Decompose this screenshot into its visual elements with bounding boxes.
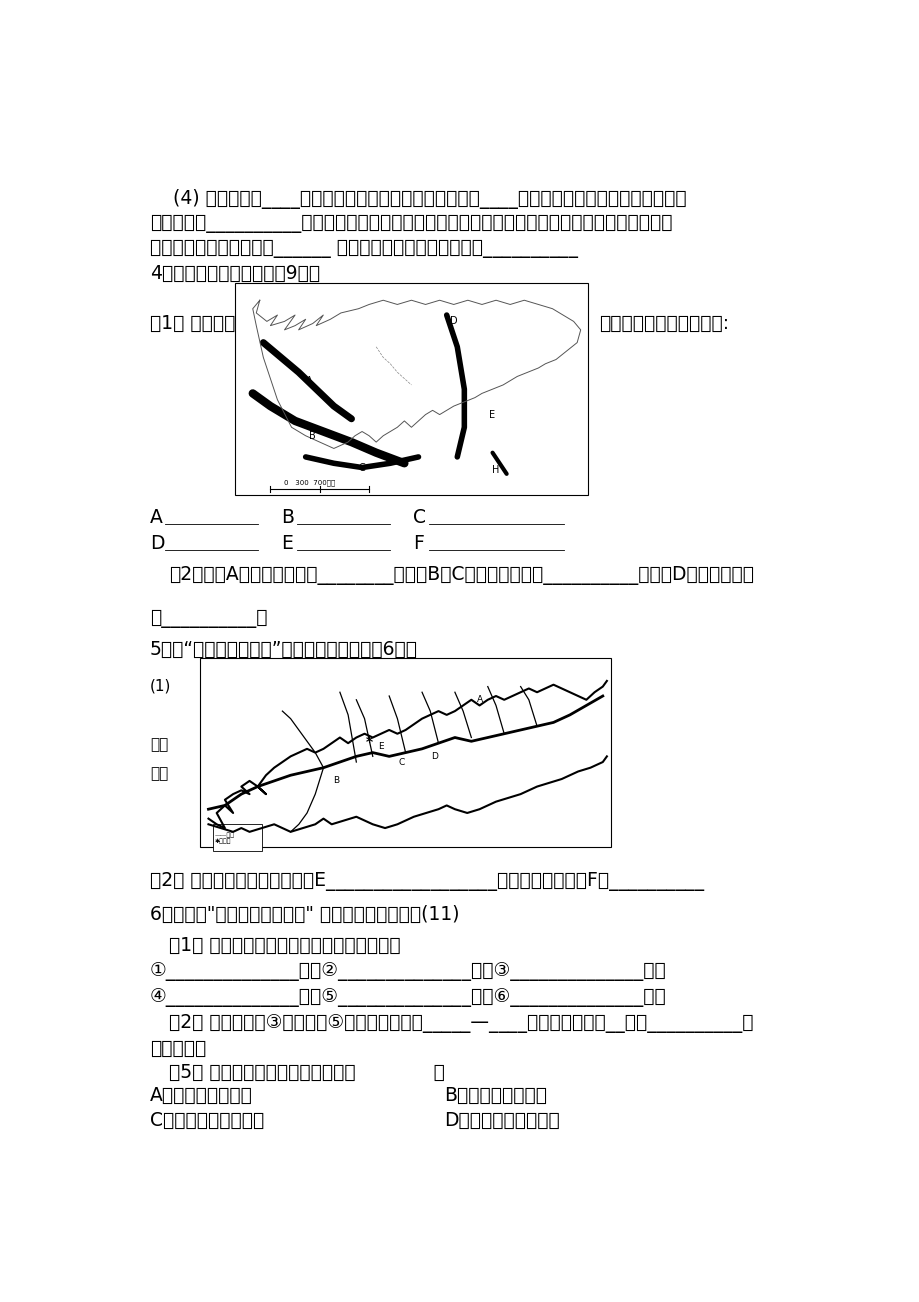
Text: B: B <box>281 508 294 527</box>
Text: （5） 下列水果盛产于亚热带的是［             ］: （5） 下列水果盛产于亚热带的是［ ］ <box>169 1062 445 1082</box>
Bar <box>200 659 610 846</box>
Text: 湖泊: 湖泊 <box>150 766 168 781</box>
Text: B: B <box>309 431 316 441</box>
Text: (4) 黄河上游的____资源丰富，黄河中游流经土质疏松的____高原。这里的植被长期遭到破坏，: (4) 黄河上游的____资源丰富，黄河中游流经土质疏松的____高原。这里的植… <box>173 189 686 208</box>
Text: D: D <box>150 534 165 553</box>
Text: 使黄河成为世界上含沙量______ 的河流，下游成为世界著名的__________: 使黄河成为世界上含沙量______ 的河流，下游成为世界著名的_________… <box>150 240 577 258</box>
Text: C: C <box>413 508 425 527</box>
Text: D．龙眼、苹果、香蕉: D．龙眼、苹果、香蕉 <box>444 1111 560 1130</box>
Text: ④______________区，⑤______________带，⑥______________带。: ④______________区，⑤______________带，⑥_____… <box>150 988 666 1006</box>
Text: 黄河中游的__________严峻，地面失去爱护，一遇暴雨，大量泥沙沿着大大小小的支流汇入黄河，: 黄河中游的__________严峻，地面失去爱护，一遇暴雨，大量泥沙沿着大大小小… <box>150 214 672 233</box>
Text: ①______________带，②______________带，③______________带，: ①______________带，②______________带，③_____… <box>150 962 666 980</box>
Text: *: * <box>365 734 372 749</box>
Text: （2） 图中温度带③和温度带⑤的分界线大体是_____—____，基本上和我国__月的__________等: （2） 图中温度带③和温度带⑤的分界线大体是_____—____，基本上和我国_… <box>169 1014 753 1032</box>
Text: (1): (1) <box>150 678 171 693</box>
Text: 4、读下图完成以下问题（9分）: 4、读下图完成以下问题（9分） <box>150 264 320 283</box>
Bar <box>212 824 262 850</box>
Text: 是__________。: 是__________。 <box>150 609 267 628</box>
Text: C: C <box>358 462 365 473</box>
Text: A: A <box>150 508 163 527</box>
Text: 6、下图是"我国温度带划分图" 读后回答下列问题：(11): 6、下图是"我国温度带划分图" 读后回答下列问题：(11) <box>150 905 459 923</box>
Text: E: E <box>281 534 293 553</box>
Text: 5、读“长江水系示意图”，完成下列各题。（6分）: 5、读“长江水系示意图”，完成下列各题。（6分） <box>150 639 417 659</box>
Text: 支流: 支流 <box>150 738 168 753</box>
Text: D: D <box>430 751 437 760</box>
Text: ✱水电站: ✱水电站 <box>214 838 231 845</box>
Text: A: A <box>305 376 312 385</box>
Text: 0   300  700千米: 0 300 700千米 <box>284 479 335 486</box>
Text: C: C <box>398 758 404 767</box>
Text: E: E <box>489 410 495 419</box>
Text: E: E <box>378 742 383 751</box>
Text: B．柑橘、芒果、梨: B．柑橘、芒果、梨 <box>444 1086 547 1105</box>
Text: 温线一样。: 温线一样。 <box>150 1039 206 1059</box>
Text: H: H <box>492 465 499 475</box>
Text: （1） 填出图中: （1） 填出图中 <box>150 314 235 333</box>
Text: （2）山脉A南面的地形区是________，山脉B、C之间的地形区是__________，山脉D东侧的地形区: （2）山脉A南面的地形区是________，山脉B、C之间的地形区是______… <box>169 566 754 585</box>
Text: B: B <box>333 776 338 785</box>
Text: A: A <box>476 695 482 704</box>
Text: D: D <box>449 316 457 327</box>
Text: （2） 从以上、下游的分界示：E__________________中、下游的分界线F：__________: （2） 从以上、下游的分界示：E__________________中、下游的分… <box>150 872 703 892</box>
Text: F: F <box>413 534 424 553</box>
Text: ——水域: ——水域 <box>214 832 234 838</box>
Text: A．苹果、梨、香蕉: A．苹果、梨、香蕉 <box>150 1086 253 1105</box>
Bar <box>235 284 587 495</box>
Text: C．柑橘、龙眼、荔枝: C．柑橘、龙眼、荔枝 <box>150 1111 264 1130</box>
Text: 字母所代表的山脉的名称:: 字母所代表的山脉的名称: <box>598 314 729 333</box>
Text: （1） 填出图中数码号所代表的温度带名称：: （1） 填出图中数码号所代表的温度带名称： <box>169 935 401 954</box>
